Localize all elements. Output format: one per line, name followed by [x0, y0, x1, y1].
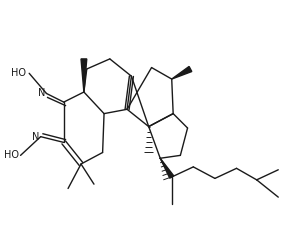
Text: N: N	[38, 89, 45, 99]
Polygon shape	[160, 158, 174, 178]
Text: HO: HO	[4, 150, 19, 160]
Polygon shape	[172, 66, 192, 79]
Text: HO: HO	[11, 68, 26, 78]
Polygon shape	[81, 59, 87, 92]
Text: N: N	[32, 132, 39, 142]
